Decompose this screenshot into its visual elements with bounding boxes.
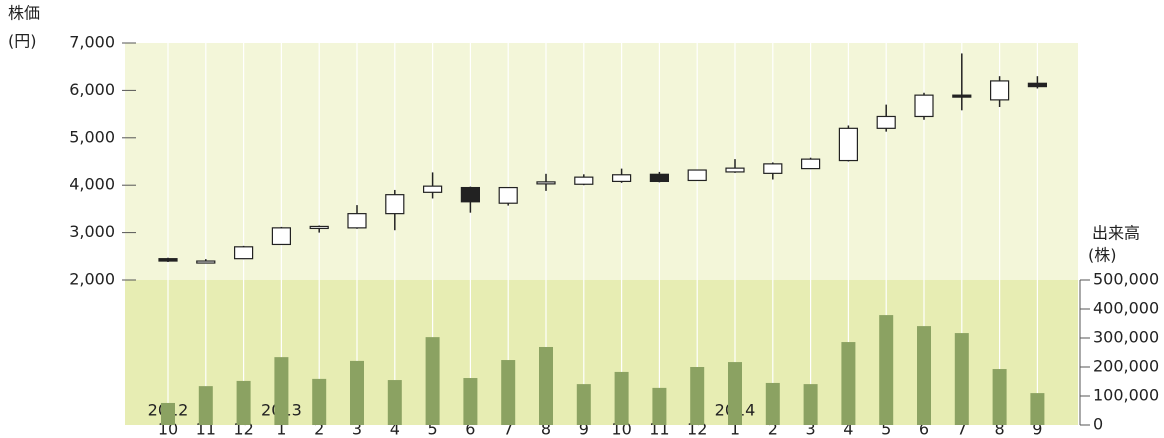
volume-bar xyxy=(614,371,629,425)
volume-bar xyxy=(274,357,289,425)
candle-body xyxy=(423,185,443,193)
x-tick-label: 3 xyxy=(352,420,362,438)
volume-bar xyxy=(728,362,742,425)
x-tick-label: 6 xyxy=(465,420,475,438)
candle-body xyxy=(574,176,594,185)
volume-bar xyxy=(917,326,931,425)
volume-bar xyxy=(690,367,705,425)
y-tick-label: 3,000 xyxy=(69,222,115,241)
y-tick-label: 4,000 xyxy=(69,175,115,194)
x-tick-label: 2 xyxy=(768,420,778,438)
y-axis-unit: (円) xyxy=(8,32,37,51)
volume-bar xyxy=(992,369,1007,425)
candle-body xyxy=(385,194,405,215)
candle-body xyxy=(347,213,367,229)
candle-body xyxy=(498,186,518,204)
volume-bar xyxy=(350,360,364,425)
volume-bar xyxy=(841,342,856,425)
y2-axis-unit: (株) xyxy=(1088,246,1117,265)
candle-body xyxy=(914,94,934,118)
volume-bar xyxy=(198,386,213,425)
candle-body xyxy=(536,181,556,185)
x-tick-label: 4 xyxy=(843,420,853,438)
y2-tick-label: 100,000 xyxy=(1093,386,1159,405)
y-axis-label: 株価 xyxy=(8,4,40,23)
candle-body xyxy=(763,163,783,174)
candle-body xyxy=(460,186,480,203)
volume-bar xyxy=(463,378,478,425)
x-tick-label: 1 xyxy=(276,420,286,438)
candle-body xyxy=(649,173,670,183)
y-tick-label: 2,000 xyxy=(69,270,115,289)
volume-bar xyxy=(803,384,818,425)
candle-body xyxy=(725,167,745,173)
volume-bar xyxy=(652,387,667,425)
x-tick-label: 8 xyxy=(995,420,1005,438)
candle-body xyxy=(271,227,291,246)
candle-body xyxy=(876,115,896,129)
x-tick-label: 3 xyxy=(806,420,816,438)
volume-bar xyxy=(236,380,251,425)
candle-body xyxy=(1027,82,1048,88)
volume-bar xyxy=(425,337,440,425)
x-tick-label: 2 xyxy=(314,420,324,438)
candle-body xyxy=(989,80,1010,101)
volume-bar xyxy=(161,402,175,425)
volume-bar xyxy=(879,315,894,425)
x-tick-label: 7 xyxy=(503,420,513,438)
volume-bar xyxy=(954,333,969,425)
x-tick-label: 7 xyxy=(957,420,967,438)
x-tick-label: 9 xyxy=(1032,420,1042,438)
x-tick-label: 5 xyxy=(428,420,438,438)
candle-body xyxy=(158,258,178,262)
y2-tick-label: 400,000 xyxy=(1093,299,1159,318)
candle-body xyxy=(952,94,972,98)
volume-bar xyxy=(1030,393,1045,425)
volume-bar xyxy=(765,382,780,425)
x-tick-label: 5 xyxy=(881,420,891,438)
candle-body xyxy=(687,169,707,182)
volume-bar xyxy=(501,360,516,425)
candle-body xyxy=(309,225,329,230)
y2-tick-label: 200,000 xyxy=(1093,357,1159,376)
candle-body xyxy=(800,158,821,170)
y2-tick-label: 0 xyxy=(1093,415,1103,434)
volume-bar xyxy=(312,378,327,425)
y-tick-label: 7,000 xyxy=(69,33,115,52)
candle-body xyxy=(838,127,859,162)
volume-bar xyxy=(539,346,553,425)
x-tick-label: 9 xyxy=(579,420,589,438)
y-tick-label: 6,000 xyxy=(69,80,115,99)
candle-body xyxy=(234,246,254,260)
y-tick-label: 5,000 xyxy=(69,127,115,146)
x-tick-label: 4 xyxy=(390,420,400,438)
x-tick-label: 1 xyxy=(730,420,740,438)
candle-body xyxy=(611,174,632,183)
x-tick-label: 8 xyxy=(541,420,551,438)
y2-axis-label: 出来高 xyxy=(1092,224,1140,243)
y2-tick-label: 500,000 xyxy=(1093,270,1159,289)
volume-bar xyxy=(387,380,402,425)
volume-bar xyxy=(576,384,591,425)
candle-body xyxy=(196,260,216,264)
x-tick-label: 6 xyxy=(919,420,929,438)
price-panel xyxy=(125,43,1078,280)
y2-tick-label: 300,000 xyxy=(1093,328,1159,347)
